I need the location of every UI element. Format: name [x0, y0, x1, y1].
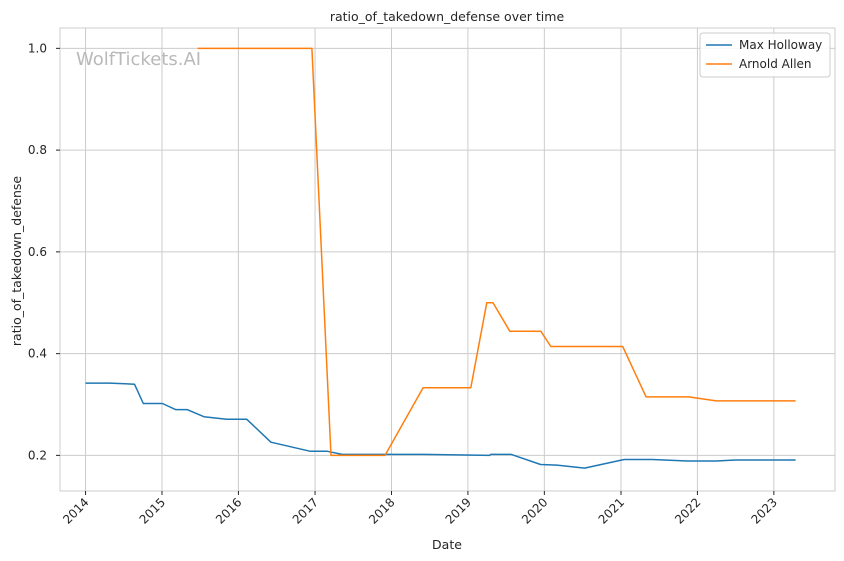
y-tick-label: 0.6	[28, 245, 47, 259]
grid	[60, 28, 835, 491]
y-tick-label: 0.8	[28, 143, 47, 157]
legend: Max Holloway Arnold Allen	[699, 32, 831, 78]
series-line-arnold-allen	[197, 47, 796, 457]
legend-label-arnold-allen: Arnold Allen	[739, 57, 812, 71]
watermark: WolfTickets.AI	[76, 49, 201, 70]
legend-label-max-holloway: Max Holloway	[739, 38, 822, 52]
y-axis-title: ratio_of_takedown_defense	[9, 176, 24, 347]
series-lines	[85, 47, 796, 469]
series-line-max-holloway	[85, 382, 796, 469]
x-axis-title: Date	[432, 537, 462, 552]
y-tick-label: 1.0	[28, 41, 47, 55]
plot-frame	[59, 27, 836, 492]
chart-title: ratio_of_takedown_defense over time	[330, 9, 565, 24]
y-tick-label: 0.4	[28, 347, 47, 361]
legend-box	[699, 32, 831, 78]
y-axis-ticks: 0.2 0.4 0.6 0.8 1.0	[28, 41, 60, 462]
y-tick-label: 0.2	[28, 448, 47, 462]
